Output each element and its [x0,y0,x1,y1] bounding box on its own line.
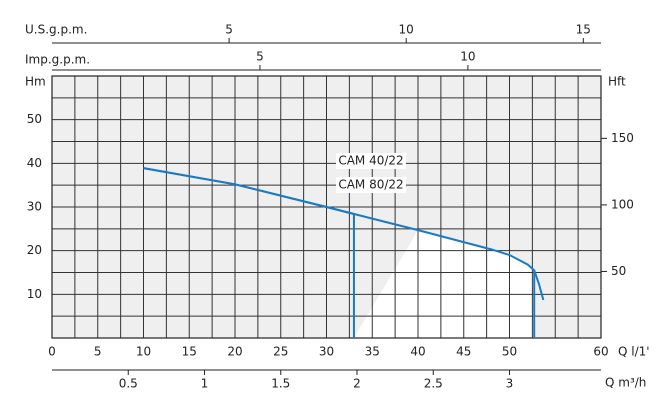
y-tick-label: 10 [27,287,42,301]
x-tick-label: 60 [593,345,608,359]
bottom-axis-tick-label: 3 [506,377,514,391]
x-tick-label: 10 [136,345,151,359]
bottom-axis-tick-label: 2.5 [424,377,443,391]
x-tick-label: 15 [182,345,197,359]
bottom-axis-title: Q m³/h [605,376,646,390]
x-tick-label: 25 [273,345,288,359]
top-axis-title: U.S.g.p.m. [25,23,87,37]
x-tick-label: 20 [227,345,242,359]
x-tick-label: 45 [456,345,471,359]
y-axis-title: Hm [25,75,46,89]
x-tick-label: 50 [502,345,517,359]
bottom-axis-tick-label: 1.5 [271,377,290,391]
legend-label: CAM 80/22 [338,178,403,192]
pump-curve [143,167,545,301]
y-tick-label: 40 [27,156,42,170]
y2-tick-label: 100 [611,197,634,211]
top-axis-tick-label: 10 [460,50,475,64]
y-tick-label: 20 [27,243,42,257]
top-axis-tick-label: 10 [399,23,414,37]
x-axis-title: Q l/1' [618,345,650,359]
x-tick-label: 35 [365,345,380,359]
x-tick-label: 40 [410,345,425,359]
top-axis-title: Imp.g.p.m. [25,53,90,67]
bottom-axis-tick-label: 0.5 [119,377,138,391]
x-tick-label: 30 [319,345,334,359]
x-tick-label: 0 [48,345,56,359]
x-tick-label: 5 [94,345,102,359]
y2-tick-label: 50 [611,264,626,278]
top-axis-tick-label: 5 [256,50,264,64]
y-tick-label: 30 [27,200,42,214]
top-axis-tick-label: 15 [576,23,591,37]
y-tick-label: 50 [27,112,42,126]
legend-label: CAM 40/22 [338,154,403,168]
bottom-axis-tick-label: 2 [353,377,361,391]
legend-box [336,177,406,193]
y2-axis-title: Hft [608,75,626,89]
legend-box [336,153,406,169]
plot-frame [51,75,602,339]
bottom-axis-tick-label: 1 [201,377,209,391]
y2-tick-label: 150 [611,131,634,145]
operating-area [353,230,535,338]
top-axis-tick-label: 5 [225,23,233,37]
